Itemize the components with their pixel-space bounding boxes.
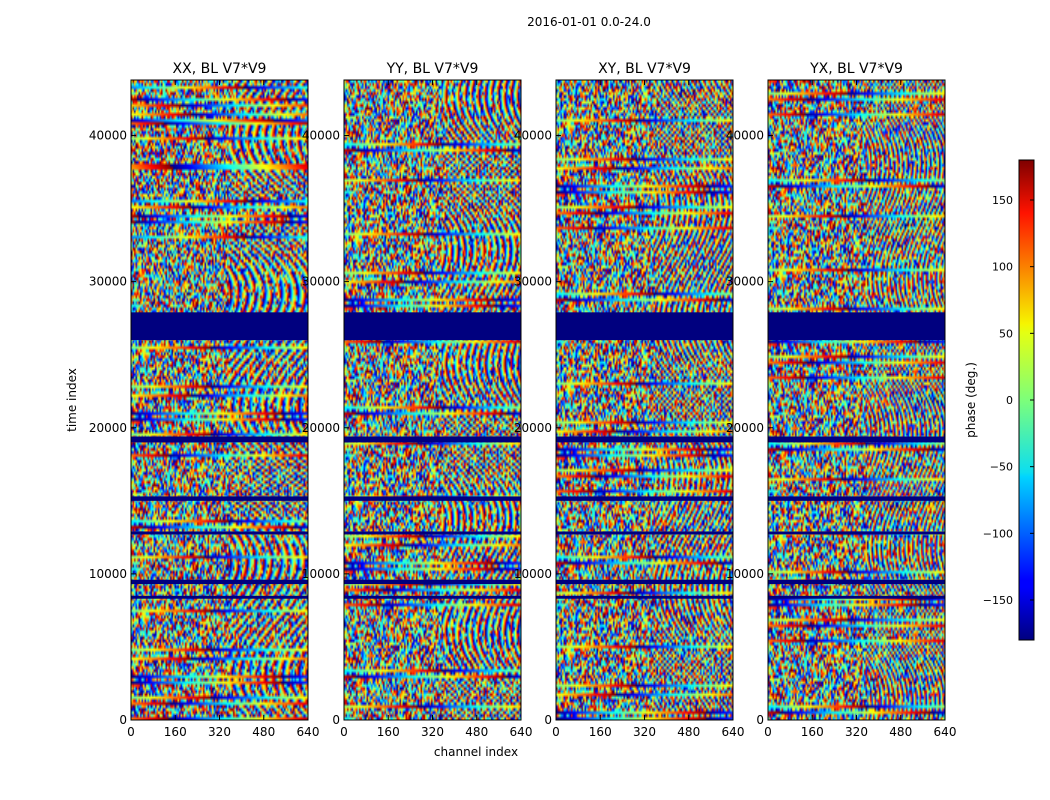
panel-title: XY, BL V7*V9 [598,61,691,77]
y-tick-label: 10000 [302,567,340,581]
flagged-band [344,436,521,443]
y-tick-label: 20000 [514,421,552,435]
flagged-band [556,436,733,443]
y-tick-label: 20000 [302,421,340,435]
y-tick-label: 30000 [89,275,127,289]
panel-title: YX, BL V7*V9 [809,61,903,77]
y-tick-label: 10000 [514,567,552,581]
y-tick-label: 30000 [726,275,764,289]
heatmap-yx [768,80,945,720]
flagged-band [131,496,308,501]
y-tick-label: 40000 [89,129,127,143]
flagged-band [344,595,521,599]
x-tick-label: 480 [465,725,488,739]
flagged-band [768,496,945,501]
y-tick-label: 30000 [302,275,340,289]
flagged-band [556,531,733,535]
figure-suptitle: 2016-01-01 0.0-24.0 [527,15,651,29]
flagged-band [768,595,945,599]
heatmap-xy [556,80,733,720]
x-tick-label: 160 [589,725,612,739]
panel-title: YY, BL V7*V9 [386,61,479,77]
colorbar-tick-label: 100 [992,261,1013,274]
x-tick-label: 160 [164,725,187,739]
flagged-band [131,531,308,535]
colorbar-tick-label: 50 [999,327,1013,340]
x-tick-label: 640 [510,725,533,739]
flagged-band [131,579,308,585]
x-axis-label: channel index [434,745,518,759]
x-tick-label: 640 [722,725,745,739]
flagged-band [556,312,733,341]
x-tick-label: 640 [297,725,320,739]
y-tick-label: 0 [756,713,764,727]
x-tick-label: 640 [934,725,957,739]
flagged-band [768,531,945,535]
x-tick-label: 320 [845,725,868,739]
y-tick-label: 10000 [89,567,127,581]
flagged-band [556,579,733,585]
flagged-band [556,496,733,501]
x-tick-label: 0 [340,725,348,739]
x-tick-label: 160 [801,725,824,739]
flagged-band [344,496,521,501]
x-tick-label: 320 [208,725,231,739]
x-tick-label: 0 [127,725,135,739]
colorbar: 150 100 50 0 −50 −100 −150 phase (deg.) [964,159,1035,641]
y-tick-label: 0 [119,713,127,727]
y-tick-label: 30000 [514,275,552,289]
x-tick-label: 320 [633,725,656,739]
colorbar-label: phase (deg.) [964,362,978,438]
y-tick-label: 40000 [514,129,552,143]
colorbar-tick-label: 150 [992,194,1013,207]
flagged-band [344,579,521,585]
y-axis-label: time index [65,368,79,432]
flagged-band [131,436,308,443]
x-tick-label: 480 [252,725,275,739]
flagged-band [131,595,308,599]
y-tick-label: 0 [544,713,552,727]
colorbar-tick-label: −100 [983,527,1013,540]
x-tick-label: 160 [377,725,400,739]
y-tick-label: 20000 [89,421,127,435]
x-tick-label: 0 [552,725,560,739]
flagged-band [556,595,733,599]
x-tick-label: 0 [764,725,772,739]
heatmap-yy [344,80,521,720]
panels: XX, BL V7*V9 0 160 320 480 640 0 10000 20000 3000… [89,61,957,739]
flagged-band [344,531,521,535]
flagged-band [344,312,521,341]
y-tick-label: 0 [332,713,340,727]
flagged-band [131,312,308,341]
y-tick-label: 10000 [726,567,764,581]
x-tick-label: 320 [421,725,444,739]
colorbar-tick-label: −150 [983,594,1013,607]
panel-yx: YX, BL V7*V9 0 160 320 480 640 0 10000 20000 3000… [726,61,957,739]
panel-xy: XY, BL V7*V9 0 160 320 480 640 0 10000 20000 3000… [514,61,745,739]
y-tick-label: 40000 [726,129,764,143]
colorbar-ticks: 150 100 50 0 −50 −100 −150 [983,194,1034,607]
panel-title: XX, BL V7*V9 [173,61,267,77]
y-tick-label: 20000 [726,421,764,435]
y-tick-label: 40000 [302,129,340,143]
flagged-band [768,579,945,585]
x-tick-label: 480 [889,725,912,739]
panel-yy: YY, BL V7*V9 0 160 320 480 640 0 10000 20000 3000… [302,61,533,739]
flagged-band [768,312,945,341]
flagged-band [768,436,945,443]
colorbar-tick-label: −50 [990,461,1013,474]
heatmap-xx [131,80,308,720]
panel-xx: XX, BL V7*V9 0 160 320 480 640 0 10000 20000 3000… [89,61,320,739]
colorbar-tick-label: 0 [1006,394,1013,407]
x-tick-label: 480 [677,725,700,739]
